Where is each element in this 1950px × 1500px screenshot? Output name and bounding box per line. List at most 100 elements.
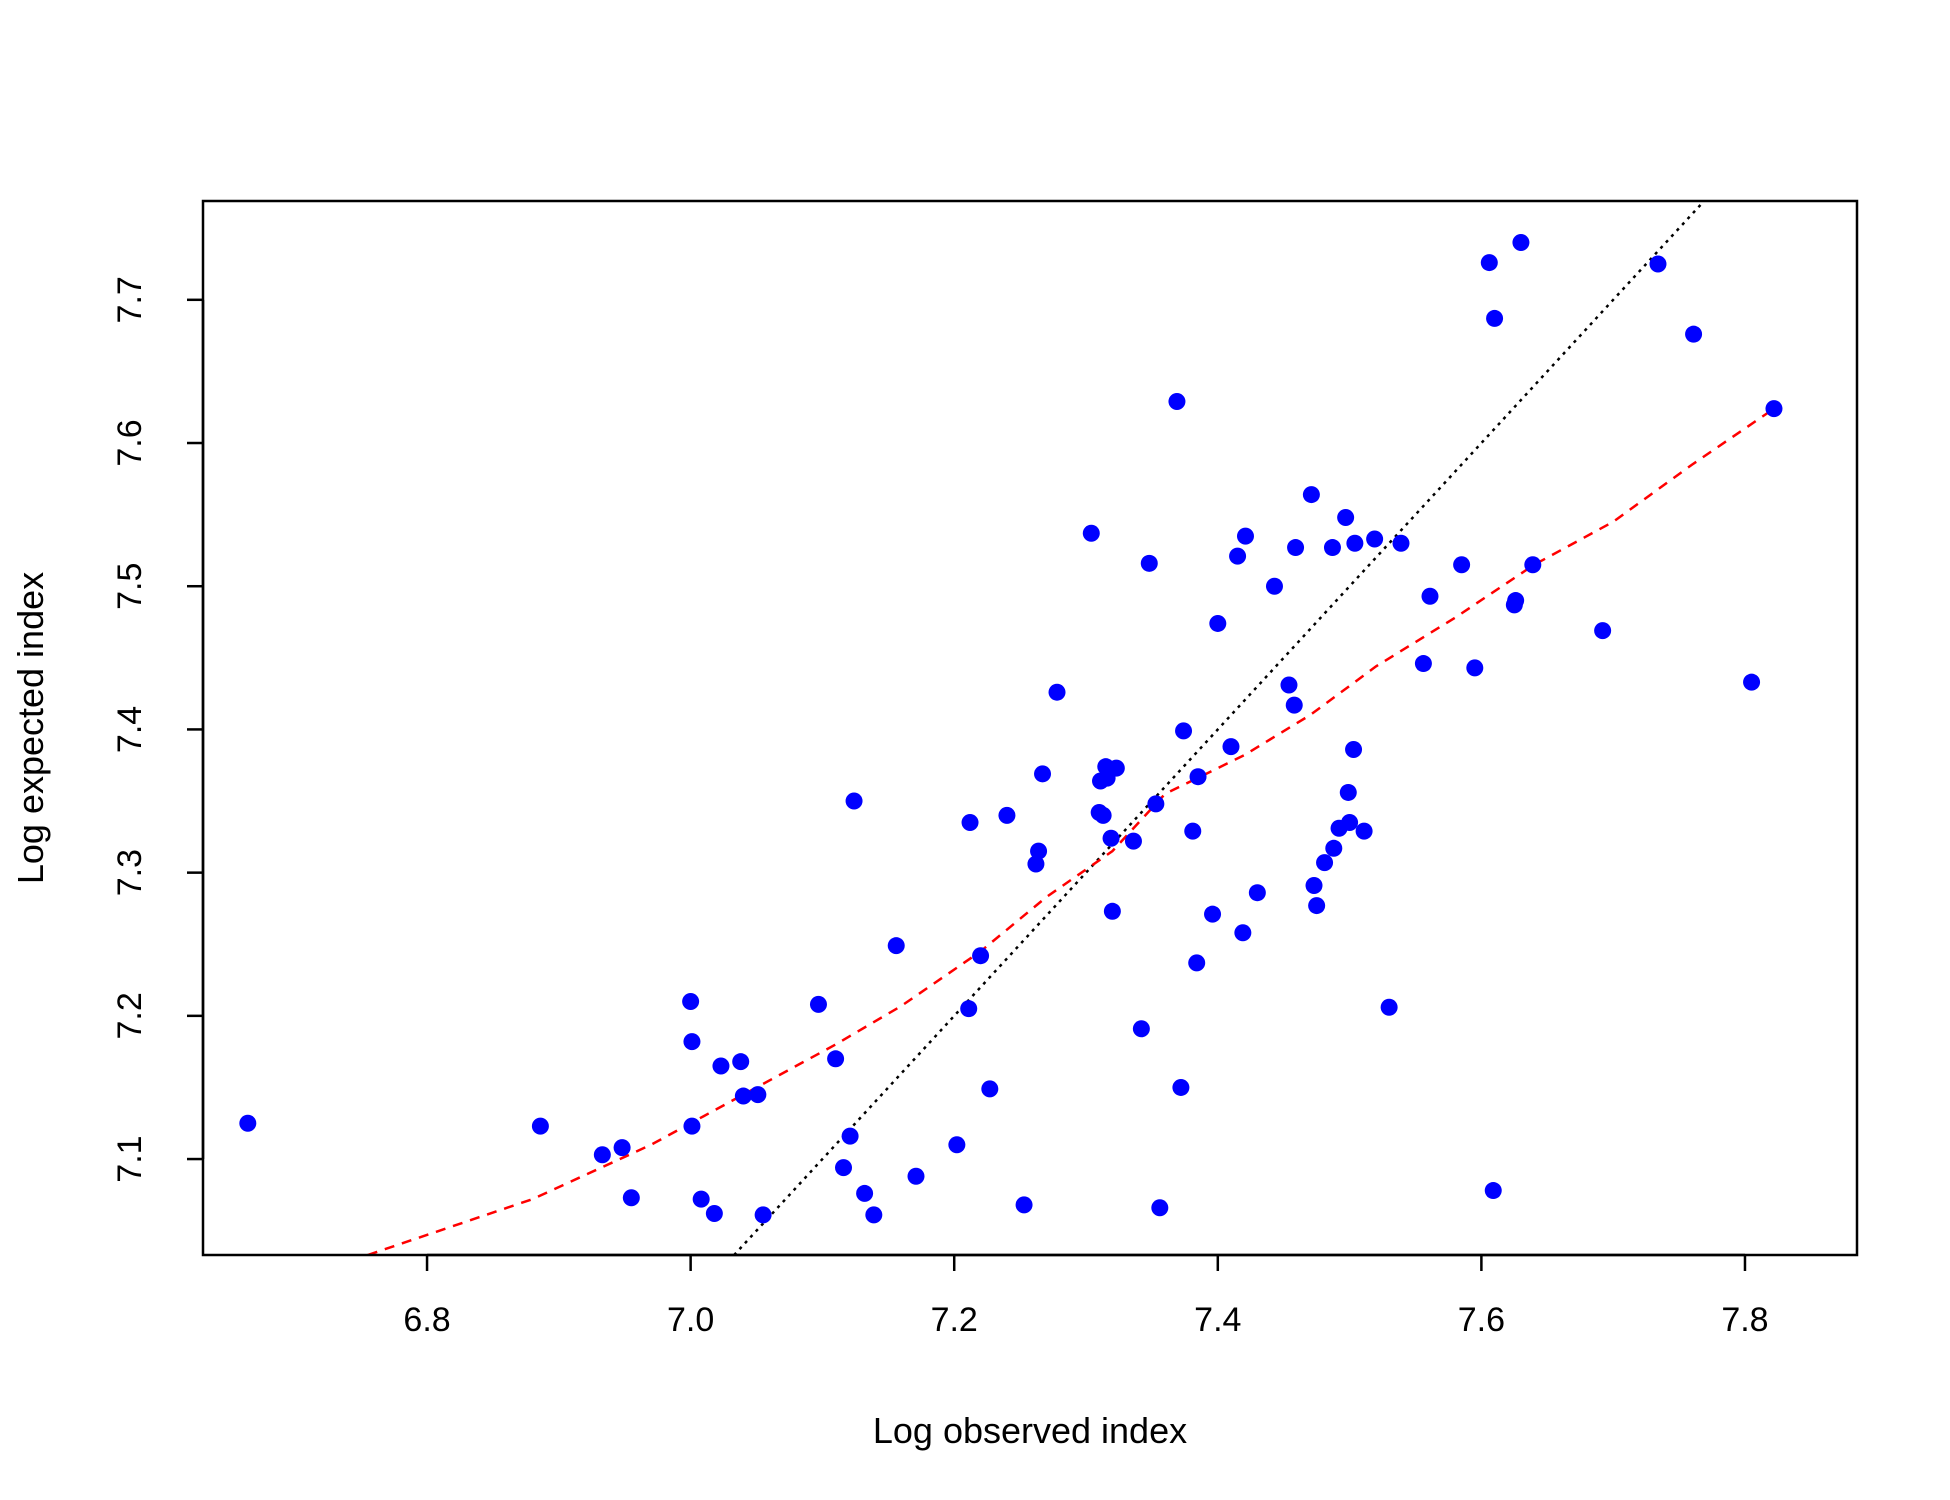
data-point [1140,554,1158,572]
data-point [998,806,1016,824]
data-point [1512,234,1530,252]
data-point [960,1000,978,1018]
data-point [1308,897,1326,915]
data-point [1048,683,1066,701]
data-point [845,792,863,810]
data-point [1380,998,1398,1016]
data-point [1305,877,1323,895]
data-point [1337,508,1355,526]
data-point [1222,738,1240,756]
data-point [1341,814,1359,832]
data-point [1325,839,1343,857]
data-point [1486,309,1504,327]
data-point [1480,254,1498,272]
data-point [683,1033,701,1051]
data-point [827,1050,845,1068]
series-lines [367,201,1775,1255]
data-point [1466,659,1484,677]
data-point [1280,676,1298,694]
data-point [1285,696,1303,714]
data-point [1484,1182,1502,1200]
data-point [1168,392,1186,410]
data-point [1234,924,1252,942]
data-point [1094,806,1112,824]
data-point [1147,795,1165,813]
data-point [622,1189,640,1207]
x-tick-label: 7.8 [1721,1301,1768,1339]
data-point [1316,854,1334,872]
data-point [809,995,827,1013]
data-point [1594,622,1612,640]
data-point [682,993,700,1011]
y-tick-label: 7.5 [111,563,149,610]
y-tick-label: 7.1 [111,1135,149,1182]
data-point [1124,832,1142,850]
data-point [1034,765,1052,783]
reference-line-y-equals-x [733,201,1706,1255]
x-axis-label: Log observed index [873,1410,1187,1451]
y-axis: 7.1 7.2 7.3 7.4 7.5 7.6 7.7 [111,276,205,1183]
data-point [1204,905,1222,923]
data-point [1172,1078,1190,1096]
data-point [1366,530,1384,548]
data-point [1414,655,1432,673]
data-point [754,1206,772,1224]
y-tick-label: 7.4 [111,706,149,753]
data-point [1649,255,1667,273]
data-point [1151,1199,1169,1217]
data-point [593,1146,611,1164]
data-point [1323,539,1341,557]
data-point [887,937,905,955]
data-point [1524,556,1542,574]
x-tick-label: 7.4 [1194,1301,1241,1339]
data-point [705,1204,723,1222]
data-point [1103,902,1121,920]
data-point [1132,1020,1150,1038]
data-point [972,947,990,965]
data-point [692,1190,710,1208]
data-point [1355,822,1373,840]
plot-frame [201,199,1859,1257]
data-point [749,1086,767,1104]
data-point [1507,592,1525,610]
data-point [1685,325,1703,343]
data-point [1765,400,1783,418]
data-point [1030,842,1048,860]
data-point [734,1087,752,1105]
data-point [1188,954,1206,972]
data-point [865,1206,883,1224]
data-point [1102,829,1120,847]
data-point [1209,614,1227,632]
data-point [531,1117,549,1135]
data-point [1287,539,1305,557]
y-tick-label: 7.3 [111,849,149,896]
data-point [981,1080,999,1098]
data-point [907,1167,925,1185]
data-point [961,814,979,832]
data-point [1107,759,1125,777]
data-point [856,1184,874,1202]
data-point [683,1117,701,1135]
data-point [835,1159,853,1177]
x-tick-label: 7.6 [1458,1301,1505,1339]
data-point [841,1127,859,1145]
data-point [1345,740,1363,758]
data-point [1027,855,1045,873]
data-point [1302,486,1320,504]
data-point [948,1136,966,1154]
y-tick-label: 7.2 [111,992,149,1039]
y-tick-label: 7.7 [111,276,149,323]
data-point [732,1053,750,1071]
data-point [1453,556,1471,574]
data-point [1265,577,1283,595]
data-point [1175,722,1193,740]
y-tick-label: 7.6 [111,419,149,466]
data-point [1743,673,1761,691]
data-point [1421,587,1439,605]
x-tick-label: 6.8 [403,1301,450,1339]
data-point [1184,822,1202,840]
x-tick-label: 7.0 [667,1301,714,1339]
data-point [1015,1196,1033,1214]
smoothed-trend-line [367,407,1775,1255]
